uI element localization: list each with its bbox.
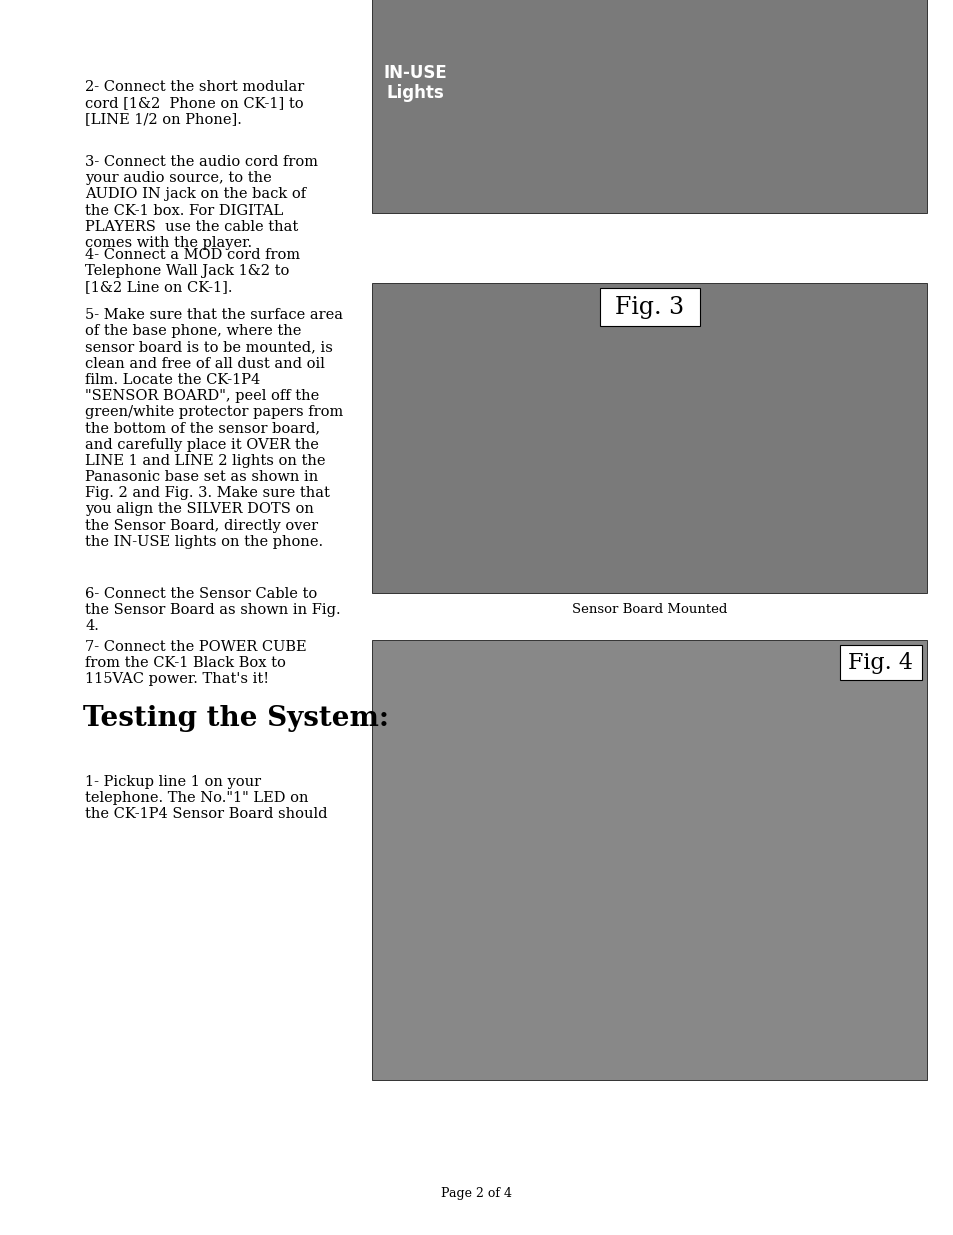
Text: IN-USE
Lights: IN-USE Lights xyxy=(383,63,446,103)
Bar xyxy=(372,283,926,593)
Text: 7- Connect the POWER CUBE
from the CK-1 Black Box to
115VAC power. That's it!: 7- Connect the POWER CUBE from the CK-1 … xyxy=(85,640,306,687)
Text: 4- Connect a MOD cord from
Telephone Wall Jack 1&2 to
[1&2 Line on CK-1].: 4- Connect a MOD cord from Telephone Wal… xyxy=(85,248,300,294)
Text: Page 2 of 4: Page 2 of 4 xyxy=(441,1187,512,1200)
Text: Fig. 3: Fig. 3 xyxy=(615,295,683,319)
Bar xyxy=(840,645,921,680)
Text: Fig. 4: Fig. 4 xyxy=(847,652,913,673)
Text: Sensor Board Mounted: Sensor Board Mounted xyxy=(571,603,726,616)
Text: Testing the System:: Testing the System: xyxy=(83,705,389,732)
Bar xyxy=(598,288,699,326)
Text: 5- Make sure that the surface area
of the base phone, where the
sensor board is : 5- Make sure that the surface area of th… xyxy=(85,308,343,548)
Bar xyxy=(372,640,926,1079)
Text: 6- Connect the Sensor Cable to
the Sensor Board as shown in Fig.
4.: 6- Connect the Sensor Cable to the Senso… xyxy=(85,587,340,634)
Text: 2- Connect the short modular
cord [1&2  Phone on CK-1] to
[LINE 1/2 on Phone].: 2- Connect the short modular cord [1&2 P… xyxy=(85,80,304,126)
Bar xyxy=(372,0,926,212)
Text: 3- Connect the audio cord from
your audio source, to the
AUDIO IN jack on the ba: 3- Connect the audio cord from your audi… xyxy=(85,156,317,249)
Text: 1- Pickup line 1 on your
telephone. The No."1" LED on
the CK-1P4 Sensor Board sh: 1- Pickup line 1 on your telephone. The … xyxy=(85,776,327,821)
